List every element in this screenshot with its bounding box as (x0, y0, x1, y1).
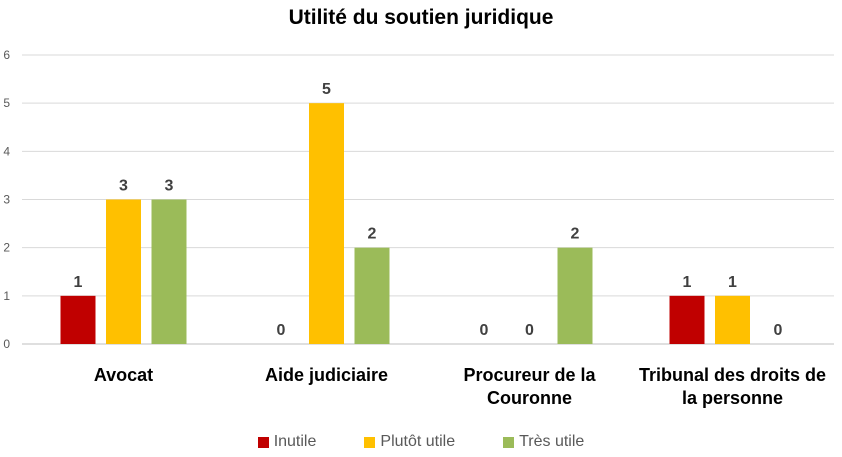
legend-item-plutot-utile: Plutôt utile (364, 433, 455, 451)
y-tick-label: 5 (3, 96, 10, 110)
y-tick-label: 1 (3, 289, 10, 303)
data-label: 3 (165, 178, 174, 195)
legend-swatch-inutile (257, 436, 269, 448)
legend-swatch-tres-utile (503, 436, 515, 448)
x-tick-label: Tribunal des droits de (639, 365, 826, 385)
legend-swatch-plutot-utile (364, 436, 376, 448)
legend-label-plutot-utile: Plutôt utile (380, 433, 456, 450)
chart-title: Utilité du soutien juridique (288, 6, 554, 29)
data-label: 0 (525, 322, 534, 339)
y-tick-label: 6 (3, 48, 10, 62)
bar (715, 295, 750, 344)
y-tick-label: 2 (3, 241, 10, 255)
data-label: 5 (322, 81, 331, 98)
bar (309, 103, 344, 345)
x-tick-label: Procureur de la (463, 365, 596, 385)
bar (60, 295, 96, 344)
bar (106, 199, 141, 344)
x-tick-label: la personne (682, 388, 783, 408)
bar (151, 199, 187, 344)
legend: Inutile Plutôt utile Très utile (0, 433, 842, 451)
y-tick-label: 4 (3, 144, 10, 158)
bar (557, 247, 593, 344)
y-tick-label: 0 (3, 337, 10, 351)
x-tick-label: Aide judiciaire (265, 365, 388, 385)
legend-item-tres-utile: Très utile (503, 433, 584, 451)
x-tick-label: Avocat (94, 365, 153, 385)
legend-item-inutile: Inutile (257, 433, 317, 451)
bar (669, 295, 705, 344)
data-label: 0 (774, 322, 783, 339)
data-label: 1 (74, 274, 83, 291)
data-label: 0 (277, 322, 286, 339)
bar (354, 247, 390, 344)
data-label: 1 (728, 274, 737, 291)
data-label: 3 (119, 178, 128, 195)
data-label: 0 (480, 322, 489, 339)
legend-label-inutile: Inutile (273, 433, 317, 450)
data-label: 2 (368, 226, 377, 243)
x-tick-label: Couronne (487, 388, 572, 408)
legend-label-tres-utile: Très utile (519, 433, 585, 450)
data-label: 2 (571, 226, 580, 243)
data-label: 1 (683, 274, 692, 291)
y-tick-label: 3 (3, 193, 10, 207)
